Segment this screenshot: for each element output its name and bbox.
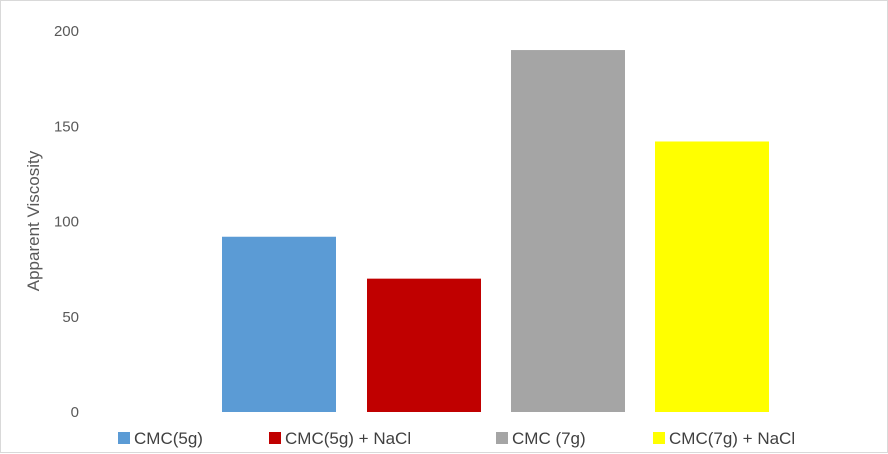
bar-4	[655, 141, 769, 413]
legend-swatch	[269, 432, 281, 444]
legend-item: CMC (7g)	[496, 429, 586, 448]
y-tick-label: 0	[71, 404, 79, 421]
y-tick-label: 200	[54, 23, 79, 40]
y-axis-title: Apparent Viscosity	[24, 150, 43, 291]
legend-item: CMC(5g) + NaCl	[269, 429, 411, 448]
y-axis-ticks: 0 50 100 150 200	[54, 23, 79, 421]
legend-item: CMC(7g) + NaCl	[653, 429, 795, 448]
legend-label: CMC(5g) + NaCl	[285, 429, 411, 448]
legend-item: CMC(5g)	[118, 429, 203, 448]
bar-2	[367, 278, 481, 412]
legend-swatch	[496, 432, 508, 444]
y-tick-label: 150	[54, 118, 79, 135]
bar-1	[222, 236, 336, 412]
legend-label: CMC(5g)	[134, 429, 203, 448]
y-tick-label: 100	[54, 214, 79, 231]
legend-label: CMC (7g)	[512, 429, 586, 448]
legend-swatch	[118, 432, 130, 444]
bar-series-group	[222, 50, 769, 413]
legend-swatch	[653, 432, 665, 444]
bar-3	[511, 50, 625, 413]
y-tick-label: 50	[62, 309, 79, 326]
legend: CMC(5g) CMC(5g) + NaCl CMC (7g) CMC(7g) + N…	[118, 429, 795, 448]
legend-label: CMC(7g) + NaCl	[669, 429, 795, 448]
